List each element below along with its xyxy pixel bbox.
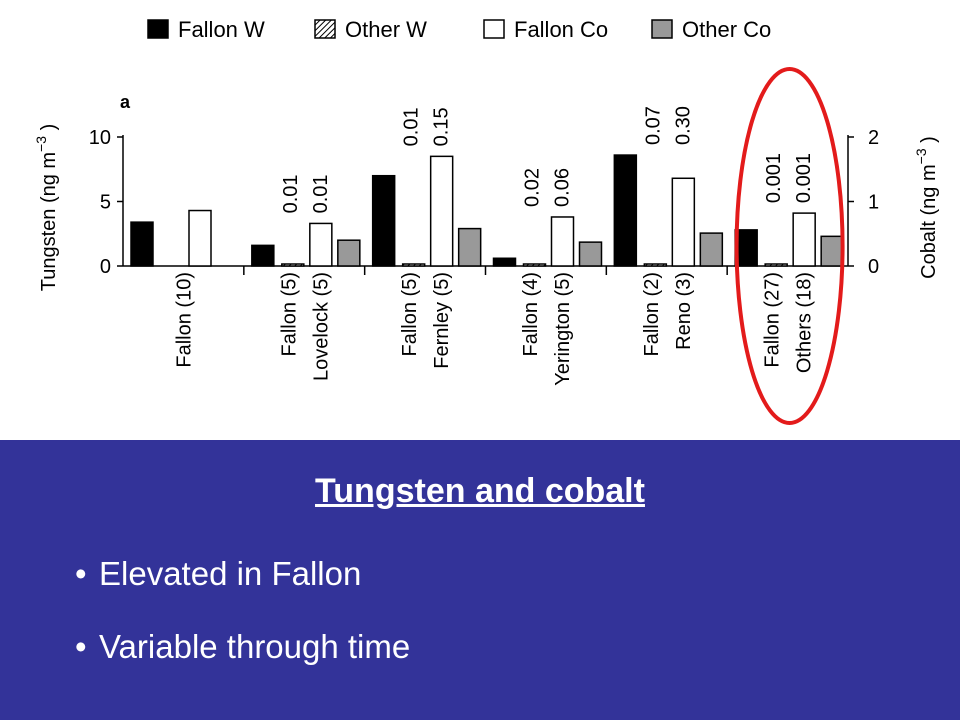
bar-other-w [643, 263, 668, 267]
right-axis-tick-label: 0 [868, 256, 879, 278]
category-label: Fallon (5) [399, 272, 421, 356]
bar-other-co [457, 227, 482, 267]
data-annotation: 0.15 [431, 107, 453, 146]
bar-fallon-co [429, 155, 454, 267]
right-axis-title: Cobalt (ng m−3 ) [913, 136, 940, 279]
data-annotation: 0.06 [552, 168, 574, 207]
bar-fallon-w [492, 257, 517, 267]
legend-swatch [314, 19, 336, 39]
bar-chart: Fallon W Other W Fallon Co Other Co a 0 5 10 0 1… [33, 17, 940, 425]
bar-other-co [578, 241, 603, 267]
category-label: Yerington (5) [552, 272, 574, 386]
left-axis-title: Tungsten (ng m−3 ) [33, 124, 60, 292]
bullet-text: Variable through time [99, 628, 411, 665]
category-label: Fernley (5) [431, 272, 453, 369]
bullet-text: Elevated in Fallon [99, 555, 362, 592]
bottom-panel [0, 440, 960, 720]
bar-other-co [337, 239, 361, 267]
bar-fallon-co [792, 212, 816, 267]
bullet-symbol: • [75, 628, 87, 665]
legend-swatch [483, 19, 505, 39]
data-annotation: 0.07 [642, 106, 664, 145]
panel-label: a [120, 92, 131, 112]
bars [130, 154, 844, 267]
left-axis-title-text: Tungsten (ng m [38, 152, 60, 291]
legend: Fallon W Other W Fallon Co Other Co [147, 17, 771, 42]
category-label: Fallon (2) [641, 272, 663, 356]
data-annotation: 0.001 [763, 153, 785, 203]
legend-label: Other W [345, 17, 427, 42]
slide-title: Tungsten and cobalt [315, 472, 645, 510]
bar-other-w [522, 263, 547, 267]
bar-fallon-co [550, 216, 575, 267]
bar-fallon-co [188, 209, 212, 267]
legend-swatch [147, 19, 169, 39]
bullet-item: • Elevated in Fallon [75, 555, 361, 593]
left-axis-title-exponent: −3 [33, 136, 49, 152]
category-label: Fallon (5) [278, 272, 300, 356]
category-label: Fallon (10) [173, 272, 195, 368]
data-annotation: 0.01 [401, 107, 423, 146]
category-label: Reno (3) [673, 272, 695, 350]
left-axis-tick-label: 0 [100, 256, 111, 278]
left-axis-tick-label: 5 [100, 192, 111, 214]
data-annotation: 0.30 [672, 106, 694, 145]
right-axis-title-exponent: −3 [913, 148, 929, 164]
data-annotation: 0.01 [280, 174, 302, 213]
data-annotation: 0.001 [793, 153, 815, 203]
bar-fallon-w [130, 221, 154, 267]
bullet-symbol: • [75, 555, 87, 592]
bar-fallon-w [371, 174, 396, 267]
bar-fallon-co [309, 222, 333, 267]
bar-fallon-w [613, 154, 638, 267]
bar-fallon-co [671, 177, 696, 267]
bar-other-co [699, 232, 724, 267]
bar-fallon-w [251, 244, 275, 267]
data-annotation: 0.01 [310, 174, 332, 213]
bar-other-w [401, 263, 426, 267]
category-label: Lovelock (5) [310, 272, 332, 381]
right-axis-tick-label: 2 [868, 127, 879, 149]
bar-other-w [281, 263, 305, 267]
legend-label: Fallon Co [514, 17, 608, 42]
data-annotation: 0.02 [522, 168, 544, 207]
legend-label: Other Co [682, 17, 771, 42]
right-axis-title-text: Cobalt (ng m [918, 164, 940, 279]
bullet-item: • Variable through time [75, 628, 410, 666]
category-label: Others (18) [794, 272, 816, 373]
highlight [734, 67, 845, 425]
right-axis-title-close: ) [918, 136, 940, 148]
legend-label: Fallon W [178, 17, 265, 42]
legend-swatch [651, 19, 673, 39]
highlight-ellipse [734, 67, 845, 425]
bar-other-w [764, 263, 788, 267]
category-label: Fallon (27) [762, 272, 784, 368]
category-label: Fallon (4) [520, 272, 542, 356]
bar-other-co [820, 235, 844, 267]
left-axis-tick-label: 10 [89, 127, 111, 149]
category-labels: Fallon (10) 0.01 0.01 Fallon (5) Lovelock (5… [173, 106, 815, 386]
right-axis-tick-label: 1 [868, 192, 879, 214]
left-axis-title-close: ) [38, 124, 60, 136]
